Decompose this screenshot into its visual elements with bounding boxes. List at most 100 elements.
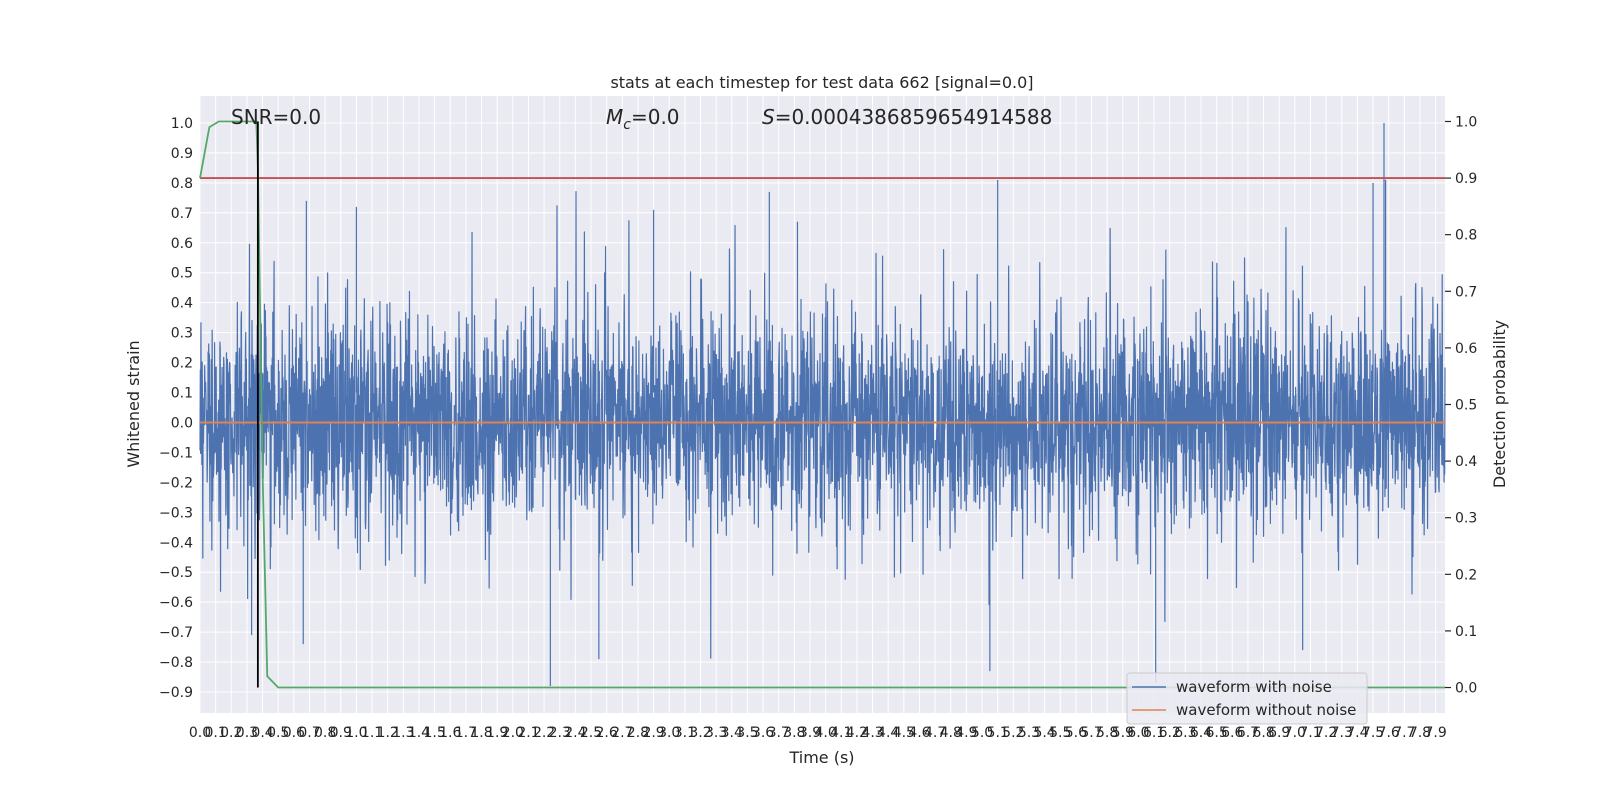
x-tick-label: 7.3 xyxy=(1331,725,1353,741)
y-right-tick-label: 0.9 xyxy=(1455,171,1477,187)
x-tick-label: 1.3 xyxy=(392,725,414,741)
y-left-tick-labels: 1.0 0.9 0.8 0.7 0.6 0.5 0.4 0.3 0.2 0.1 0.0 −0.1 −0.… xyxy=(159,116,193,701)
x-tick-label: 3.0 xyxy=(658,725,680,741)
x-tick-label: 7.4 xyxy=(1346,725,1368,741)
y-right-tick-labels: 1.0 0.9 0.8 0.7 0.6 0.5 0.4 0.3 0.2 0.1 0.0 xyxy=(1445,114,1477,697)
x-tick-label: 0.3 xyxy=(236,725,258,741)
y-left-tick-label: 1.0 xyxy=(171,116,193,132)
x-tick-label: 7.0 xyxy=(1284,725,1306,741)
x-tick-label: 5.2 xyxy=(1002,725,1024,741)
x-tick-label: 2.2 xyxy=(533,725,555,741)
chart-title: stats at each timestep for test data 662… xyxy=(610,73,1033,92)
x-tick-label: 6.8 xyxy=(1252,725,1274,741)
x-tick-label: 6.7 xyxy=(1237,725,1259,741)
y-left-tick-label: −0.4 xyxy=(159,535,193,551)
x-tick-label: 7.5 xyxy=(1362,725,1384,741)
x-tick-label: 5.9 xyxy=(1112,725,1134,741)
x-tick-label: 6.1 xyxy=(1143,725,1165,741)
y-left-tick-label: −0.7 xyxy=(159,625,193,641)
legend: waveform with noise waveform without noi… xyxy=(1126,672,1368,725)
x-tick-label: 7.7 xyxy=(1393,725,1415,741)
noise-waveform-line xyxy=(199,122,1446,687)
x-tick-label: 6.3 xyxy=(1174,725,1196,741)
x-tick-label: 3.5 xyxy=(736,725,758,741)
x-tick-label: 3.3 xyxy=(705,725,727,741)
y-right-tick-label: 0.4 xyxy=(1455,454,1477,470)
legend-label-noise: waveform with noise xyxy=(1176,678,1332,696)
y-right-tick-label: 0.3 xyxy=(1455,511,1477,527)
x-tick-label: 7.1 xyxy=(1299,725,1321,741)
x-tick-label: 6.5 xyxy=(1206,725,1228,741)
y-right-axis-label: Detection probability xyxy=(1490,320,1509,488)
x-tick-label: 1.8 xyxy=(470,725,492,741)
x-tick-label: 3.4 xyxy=(721,725,743,741)
y-left-tick-label: 0.7 xyxy=(171,206,193,222)
y-right-tick-label: 0.5 xyxy=(1455,398,1477,414)
x-tick-label: 0.0 xyxy=(189,725,211,741)
x-tick-label: 0.7 xyxy=(298,725,320,741)
x-tick-label: 0.2 xyxy=(220,725,242,741)
x-tick-label: 7.8 xyxy=(1409,725,1431,741)
x-tick-label: 3.1 xyxy=(674,725,696,741)
x-tick-label: 2.4 xyxy=(564,725,586,741)
y-left-tick-label: −0.3 xyxy=(159,505,193,521)
chirp-mass-value: =0.0 xyxy=(631,105,680,129)
y-left-tick-label: 0.6 xyxy=(171,236,193,252)
x-tick-label: 7.6 xyxy=(1378,725,1400,741)
y-right-tick-label: 0.8 xyxy=(1455,228,1477,244)
y-left-tick-label: −0.2 xyxy=(159,475,193,491)
chirp-mass-symbol: M xyxy=(606,105,623,129)
x-tick-label: 2.9 xyxy=(642,725,664,741)
y-right-tick-label: 0.1 xyxy=(1455,624,1477,640)
y-left-tick-label: 0.9 xyxy=(171,146,193,162)
y-left-tick-label: −0.5 xyxy=(159,565,193,581)
x-tick-label: 0.8 xyxy=(314,725,336,741)
x-tick-label: 6.6 xyxy=(1221,725,1243,741)
x-tick-label: 2.7 xyxy=(611,725,633,741)
x-tick-label: 1.2 xyxy=(377,725,399,741)
x-tick-label: 1.6 xyxy=(439,725,461,741)
x-tick-label: 3.8 xyxy=(783,725,805,741)
x-tick-label: 4.4 xyxy=(877,725,899,741)
x-tick-label: 4.8 xyxy=(940,725,962,741)
x-tick-label: 2.0 xyxy=(502,725,524,741)
x-tick-label: 0.5 xyxy=(267,725,289,741)
x-tick-label: 5.8 xyxy=(1096,725,1118,741)
x-tick-label: 2.1 xyxy=(517,725,539,741)
y-left-tick-label: 0.3 xyxy=(171,326,193,342)
y-left-tick-label: 0.8 xyxy=(171,176,193,192)
y-left-tick-label: −0.6 xyxy=(159,595,193,611)
x-tick-label: 2.6 xyxy=(596,725,618,741)
x-tick-label: 6.0 xyxy=(1127,725,1149,741)
y-left-tick-label: 0.4 xyxy=(171,296,193,312)
x-tick-label: 5.7 xyxy=(1080,725,1102,741)
x-tick-label: 6.9 xyxy=(1268,725,1290,741)
x-tick-label: 0.6 xyxy=(283,725,305,741)
x-tick-label: 7.9 xyxy=(1424,725,1446,741)
y-left-tick-label: 0.2 xyxy=(171,356,193,372)
x-tick-label: 1.4 xyxy=(408,725,430,741)
score-value: =0.0004386859654914588 xyxy=(775,105,1053,129)
x-tick-label: 0.1 xyxy=(205,725,227,741)
x-tick-label: 6.2 xyxy=(1159,725,1181,741)
x-tick-label: 5.4 xyxy=(1033,725,1055,741)
x-tick-label: 4.0 xyxy=(814,725,836,741)
x-tick-label: 4.9 xyxy=(955,725,977,741)
x-tick-label: 1.9 xyxy=(486,725,508,741)
x-tick-label: 3.7 xyxy=(768,725,790,741)
x-tick-label: 4.6 xyxy=(908,725,930,741)
chirp-mass-annotation: Mc=0.0 xyxy=(606,105,680,133)
x-tick-label: 4.3 xyxy=(861,725,883,741)
x-tick-label: 5.3 xyxy=(1018,725,1040,741)
x-tick-label: 5.0 xyxy=(971,725,993,741)
legend-label-clean: waveform without noise xyxy=(1176,701,1356,719)
x-tick-label: 7.2 xyxy=(1315,725,1337,741)
x-tick-label: 5.5 xyxy=(1049,725,1071,741)
x-tick-label: 2.3 xyxy=(549,725,571,741)
y-left-tick-label: −0.1 xyxy=(159,445,193,461)
x-tick-label: 2.5 xyxy=(580,725,602,741)
score-annotation: S=0.0004386859654914588 xyxy=(762,105,1052,129)
y-left-tick-label: 0.5 xyxy=(171,266,193,282)
score-symbol: S xyxy=(762,105,775,129)
x-tick-label: 1.7 xyxy=(455,725,477,741)
